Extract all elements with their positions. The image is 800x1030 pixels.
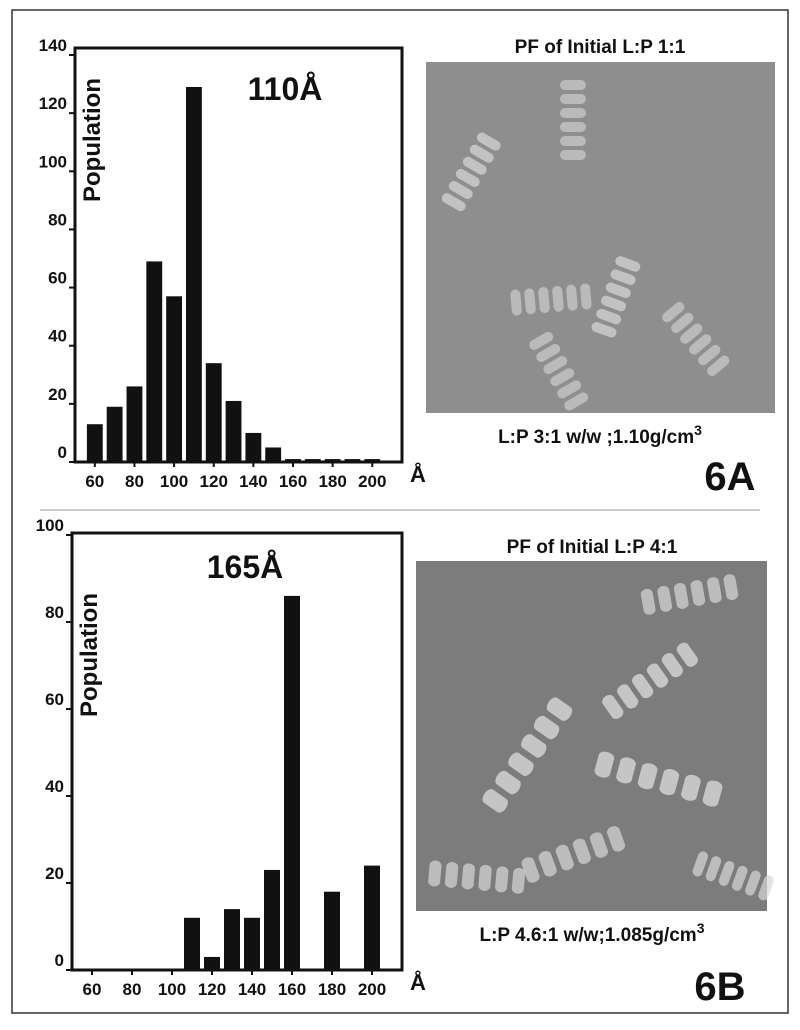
- x-axis-label: Å: [410, 969, 426, 995]
- x-tick-label: 80: [125, 472, 144, 491]
- bar: [244, 917, 260, 970]
- micrograph-b: [416, 561, 776, 911]
- bar: [245, 432, 262, 462]
- caption-superscript: 3: [694, 422, 702, 438]
- bar: [224, 909, 240, 970]
- bar: [205, 363, 222, 462]
- plot-frame: [73, 46, 404, 464]
- image-caption: L:P 4.6:1 w/w;1.085g/cm3: [480, 920, 705, 946]
- bar: [106, 406, 123, 462]
- annotation: 110Å: [248, 71, 323, 107]
- x-tick-label: 60: [83, 980, 102, 999]
- plot-frame: [70, 531, 404, 972]
- caption-superscript: 3: [697, 920, 705, 936]
- bar: [364, 865, 380, 970]
- caption-text: L:P 4.6:1 w/w;1.085g/cm: [480, 925, 697, 946]
- x-tick-label: 200: [358, 980, 386, 999]
- x-tick-label: 160: [278, 980, 306, 999]
- y-tick-label: 20: [45, 864, 64, 883]
- x-tick-label: 140: [238, 980, 266, 999]
- image-title: PF of Initial L:P 1:1: [515, 37, 686, 58]
- micrograph-a: [426, 62, 775, 413]
- image-caption: L:P 3:1 w/w ;1.10g/cm3: [498, 422, 702, 448]
- x-tick-label: 120: [200, 472, 228, 491]
- bar: [324, 459, 341, 462]
- bar: [265, 447, 282, 462]
- y-tick-label: 140: [39, 36, 67, 55]
- y-tick-label: 0: [55, 951, 64, 970]
- image-title: PF of Initial L:P 4:1: [507, 537, 678, 558]
- y-tick-label: 40: [45, 777, 64, 796]
- caption-text: L:P 3:1 w/w ;1.10g/cm: [498, 427, 694, 448]
- y-tick-label: 60: [45, 690, 64, 709]
- y-tick-label: 40: [48, 327, 67, 346]
- outer-border: [11, 9, 789, 1014]
- bar: [185, 86, 202, 462]
- x-tick-label: 100: [160, 472, 188, 491]
- bar: [86, 424, 103, 462]
- bar: [285, 459, 301, 462]
- y-tick-label: 100: [39, 152, 67, 171]
- panel-label: 6A: [704, 455, 755, 499]
- y-tick-label: 80: [48, 210, 67, 229]
- x-tick-label: 180: [318, 980, 346, 999]
- bar: [284, 595, 300, 970]
- bar: [146, 261, 163, 462]
- x-tick-label: 140: [239, 472, 267, 491]
- y-tick-label: 20: [48, 385, 67, 404]
- y-tick-label: 80: [45, 603, 64, 622]
- bar: [344, 459, 361, 462]
- bar: [225, 400, 242, 462]
- y-tick-label: 0: [58, 443, 67, 462]
- y-tick-label: 100: [36, 516, 64, 535]
- y-tick-label: 120: [39, 94, 67, 113]
- x-tick-label: 80: [123, 980, 142, 999]
- x-axis-label: Å: [410, 461, 426, 487]
- bar: [324, 891, 340, 970]
- x-tick-label: 180: [318, 472, 346, 491]
- bar: [166, 296, 183, 462]
- x-tick-label: 160: [279, 472, 307, 491]
- bar: [184, 917, 200, 970]
- x-tick-label: 200: [358, 472, 386, 491]
- annotation: 165Å: [207, 549, 284, 585]
- bar: [364, 459, 381, 462]
- bar: [126, 386, 143, 462]
- y-axis-label: Population: [79, 78, 106, 202]
- bar: [264, 869, 280, 970]
- bar: [304, 459, 321, 462]
- x-tick-label: 60: [85, 472, 104, 491]
- x-tick-label: 120: [198, 980, 226, 999]
- bar: [204, 956, 220, 970]
- panel-label: 6B: [694, 965, 745, 1009]
- x-tick-label: 100: [158, 980, 186, 999]
- y-tick-label: 60: [48, 269, 67, 288]
- y-axis-label: Population: [76, 593, 103, 717]
